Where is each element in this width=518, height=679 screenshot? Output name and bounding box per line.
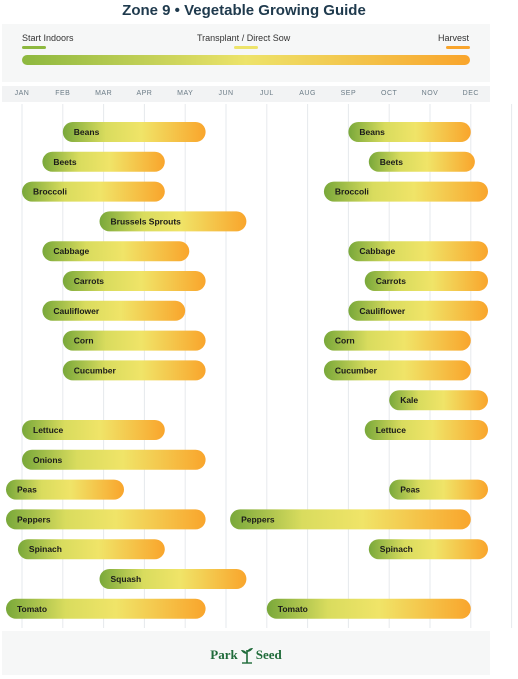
bar-peas-1	[6, 479, 124, 500]
seedling-icon	[240, 648, 253, 664]
bar-label-spinach: Spinach	[29, 544, 62, 554]
bar-label-carrots: Carrots	[376, 276, 407, 286]
bar-label-cauliflower: Cauliflower	[53, 306, 100, 316]
bar-label-spinach: Spinach	[380, 544, 413, 554]
month-label-apr: APR	[136, 90, 153, 97]
bar-label-beets: Beets	[380, 157, 403, 167]
bar-label-peppers: Peppers	[17, 514, 51, 524]
month-label-feb: FEB	[55, 90, 71, 97]
bar-onions-1	[22, 449, 206, 470]
bar-label-onions: Onions	[33, 455, 63, 465]
bar-label-cucumber: Cucumber	[335, 365, 378, 375]
bar-corn-1	[62, 330, 206, 351]
bar-label-tomato: Tomato	[278, 604, 308, 614]
bar-label-beets: Beets	[53, 157, 76, 167]
bar-label-beans: Beans	[359, 127, 385, 137]
bar-peppers-1	[6, 509, 206, 530]
legend-transplant-swatch	[234, 46, 258, 49]
bar-label-lettuce: Lettuce	[376, 425, 407, 435]
bar-label-peppers: Peppers	[241, 514, 275, 524]
bar-label-corn: Corn	[74, 336, 94, 346]
bar-label-brussels-sprouts: Brussels Sprouts	[111, 216, 182, 226]
bar-label-squash: Squash	[111, 574, 142, 584]
bar-tomato-1	[6, 598, 206, 619]
bar-kale-1	[389, 390, 488, 411]
bar-label-beans: Beans	[74, 127, 100, 137]
bar-cucumber-1	[62, 360, 206, 381]
legend-gradient-bar	[22, 55, 470, 65]
bar-cabbage-1	[42, 241, 190, 262]
bar-cauliflower-2	[348, 300, 488, 321]
bar-label-cabbage: Cabbage	[53, 246, 89, 256]
bar-beets-1	[42, 151, 165, 172]
bar-cauliflower-1	[42, 300, 186, 321]
month-label-dec: DEC	[462, 90, 479, 97]
bar-spinach-1	[17, 539, 165, 560]
bar-peppers-2	[230, 509, 471, 530]
bar-corn-2	[323, 330, 471, 351]
bar-cucumber-2	[323, 360, 471, 381]
bar-spinach-2	[368, 539, 488, 560]
bar-beans-1	[62, 122, 206, 142]
bar-label-broccoli: Broccoli	[335, 187, 369, 197]
bar-lettuce-1	[22, 420, 165, 440]
legend	[2, 24, 490, 82]
month-axis	[2, 86, 490, 102]
legend-harvest-swatch	[446, 46, 470, 49]
bar-carrots-2	[364, 271, 488, 291]
bar-broccoli-2	[323, 181, 488, 202]
month-label-jul: JUL	[259, 90, 274, 97]
bar-label-carrots: Carrots	[74, 276, 105, 286]
bar-label-cabbage: Cabbage	[359, 246, 395, 256]
bar-label-peas: Peas	[400, 485, 420, 495]
bar-label-corn: Corn	[335, 336, 355, 346]
month-label-sep: SEP	[340, 90, 357, 97]
legend-harvest-label: Harvest	[438, 33, 470, 43]
bar-brussels-sprouts-1	[99, 211, 247, 232]
month-label-jun: JUN	[218, 90, 234, 97]
month-label-mar: MAR	[95, 90, 113, 97]
logo-word-seed: Seed	[255, 647, 282, 663]
month-label-may: MAY	[177, 90, 194, 97]
legend-transplant-label: Transplant / Direct Sow	[197, 33, 291, 43]
bar-broccoli-1	[22, 181, 165, 202]
legend-start-label: Start Indoors	[22, 33, 74, 43]
bar-label-peas: Peas	[17, 485, 37, 495]
bar-label-broccoli: Broccoli	[33, 187, 67, 197]
bar-peas-2	[389, 479, 488, 500]
bar-beans-2	[348, 122, 471, 142]
park-seed-logo: Park Seed	[0, 646, 492, 664]
bar-label-kale: Kale	[400, 395, 418, 405]
month-label-jan: JAN	[14, 90, 30, 97]
bar-carrots-1	[62, 271, 206, 291]
month-label-aug: AUG	[299, 90, 316, 97]
bar-label-lettuce: Lettuce	[33, 425, 64, 435]
bars: Beans Beans Beets Beets Broccoli Broccoli Brus…	[6, 122, 488, 619]
bar-label-tomato: Tomato	[17, 604, 47, 614]
bar-beets-2	[368, 151, 475, 172]
bar-lettuce-2	[364, 420, 488, 440]
logo-word-park: Park	[210, 647, 238, 663]
bar-label-cauliflower: Cauliflower	[359, 306, 406, 316]
bar-tomato-2	[266, 598, 471, 619]
bar-cabbage-2	[348, 241, 488, 262]
bar-label-cucumber: Cucumber	[74, 365, 117, 375]
month-label-nov: NOV	[421, 90, 439, 97]
legend-start-swatch	[22, 46, 46, 49]
chart-title: Zone 9 • Vegetable Growing Guide	[122, 2, 366, 19]
bar-squash-1	[99, 569, 247, 589]
month-label-oct: OCT	[381, 90, 398, 97]
